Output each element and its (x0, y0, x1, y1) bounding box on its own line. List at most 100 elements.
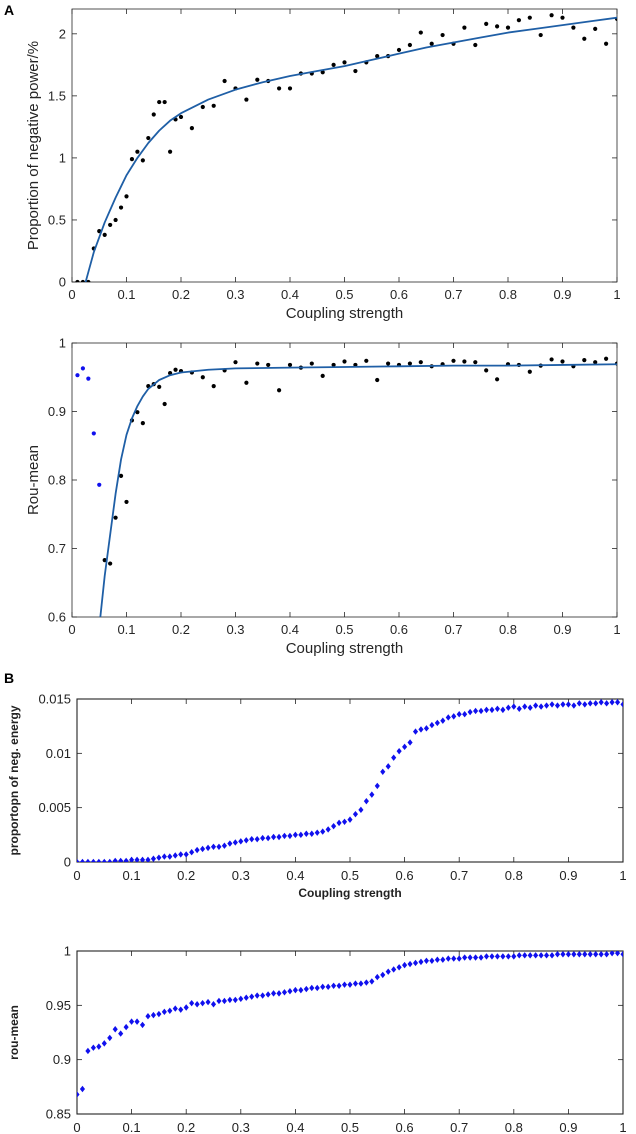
a2-data-point (331, 362, 336, 368)
b1-data-point (522, 703, 528, 710)
a2-data-point (91, 431, 96, 436)
b1-data-point (150, 855, 156, 862)
b1-data-point (412, 728, 419, 735)
panel-a-letter: A (4, 2, 14, 18)
a1-data-point (538, 32, 543, 38)
a1-x-tick-label: 0.4 (281, 287, 299, 302)
a1-data-point (75, 279, 80, 282)
b2-data-point (194, 1001, 200, 1008)
b1-data-point (516, 705, 522, 712)
b2-data-point (271, 990, 277, 997)
b2-data-point (161, 1008, 167, 1016)
b1-data-point (511, 703, 517, 710)
b1-data-point (434, 719, 440, 727)
b1-y-tick-label: 0.015 (38, 692, 71, 707)
a2-y-tick-label: 0.7 (48, 541, 66, 556)
a2-x-tick-label: 0.4 (281, 622, 299, 637)
b1-data-point (320, 828, 326, 835)
a2-data-point (75, 373, 80, 378)
b1-data-point (309, 830, 315, 837)
b2-data-point (445, 955, 451, 962)
a1-data-point (440, 32, 445, 38)
b2-data-point (451, 955, 457, 962)
b2-data-point (205, 998, 211, 1006)
b1-data-point (85, 858, 91, 862)
b1-data-point (129, 856, 135, 862)
a1-x-tick-label: 0.3 (226, 287, 244, 302)
a2-data-point (309, 361, 314, 366)
a2-x-tick-label: 0.8 (499, 622, 517, 637)
a1-data-point (124, 194, 129, 199)
b2-data-point (614, 951, 621, 957)
b2-data-point (418, 958, 424, 966)
b2-data-point (391, 966, 397, 973)
a2-data-point (173, 367, 178, 372)
b1-x-tick-label: 0 (73, 868, 80, 883)
b1-x-tick-label: 0.4 (286, 868, 304, 883)
a1-data-point (571, 25, 576, 30)
a1-fit-line (84, 16, 617, 282)
b2-data-point (210, 1001, 217, 1008)
b1-data-point (505, 704, 511, 711)
a1-data-point (375, 54, 380, 59)
b1-data-point (325, 826, 331, 833)
a2-x-tick-label: 0.1 (117, 622, 135, 637)
a1-data-point (516, 18, 522, 23)
a2-x-tick-label: 0.3 (226, 622, 244, 637)
b2-data-point (462, 954, 468, 961)
a1-y-tick-label: 0 (59, 275, 66, 290)
a1-y-tick-label: 0.5 (48, 212, 66, 227)
b1-data-point (298, 831, 304, 839)
b1-data-point (287, 832, 293, 840)
b2-y-tick-label: 0.95 (46, 998, 71, 1013)
a2-data-point (277, 388, 282, 393)
b1-data-point (473, 707, 479, 715)
a2-data-point (473, 360, 478, 365)
b2-data-point (260, 992, 266, 999)
b2-data-point (560, 951, 566, 958)
a1-data-point (418, 30, 423, 35)
b2-data-point (325, 983, 331, 991)
a1-data-point (113, 217, 118, 223)
b2-data-point (232, 996, 238, 1004)
b1-data-point (527, 704, 533, 711)
b2-y-axis-label: rou-mean (7, 1005, 21, 1060)
a2-data-point (200, 375, 205, 380)
b2-data-point (473, 954, 479, 961)
b1-data-point (249, 835, 255, 843)
b1-data-point (221, 842, 227, 849)
b2-x-tick-label: 0.2 (177, 1120, 195, 1134)
b2-data-point (429, 957, 435, 964)
a2-data-point (386, 361, 391, 366)
b1-data-point (205, 844, 211, 852)
b1-data-point (123, 857, 129, 862)
b2-data-point (407, 960, 413, 968)
a1-data-point (168, 149, 173, 154)
b1-data-point (363, 797, 369, 805)
b1-x-tick-label: 0.7 (450, 868, 468, 883)
b1-data-point (571, 702, 577, 709)
b1-data-point (292, 831, 298, 839)
b2-data-point (331, 982, 337, 989)
b2-data-point (598, 951, 604, 958)
b1-x-tick-label: 0.5 (341, 868, 359, 883)
a1-data-point (189, 126, 194, 131)
b1-plot-frame (76, 698, 624, 863)
b2-data-point (582, 951, 588, 958)
a1-data-point (129, 157, 135, 162)
b1-data-point (178, 851, 184, 858)
b2-data-point (489, 953, 495, 960)
b1-data-point (254, 835, 260, 843)
b2-x-tick-label: 0.9 (559, 1120, 577, 1134)
a2-x-tick-label: 1 (613, 622, 620, 637)
a1-data-point (331, 62, 336, 67)
b1-data-point (172, 852, 178, 859)
a2-data-point (484, 368, 489, 373)
b1-data-point (533, 702, 539, 709)
b2-data-point (96, 1043, 102, 1050)
a1-x-tick-label: 0.6 (390, 287, 408, 302)
b1-data-point (260, 834, 266, 842)
b2-y-tick-label: 0.85 (46, 1107, 71, 1122)
b2-x-tick-label: 1 (619, 1120, 626, 1134)
